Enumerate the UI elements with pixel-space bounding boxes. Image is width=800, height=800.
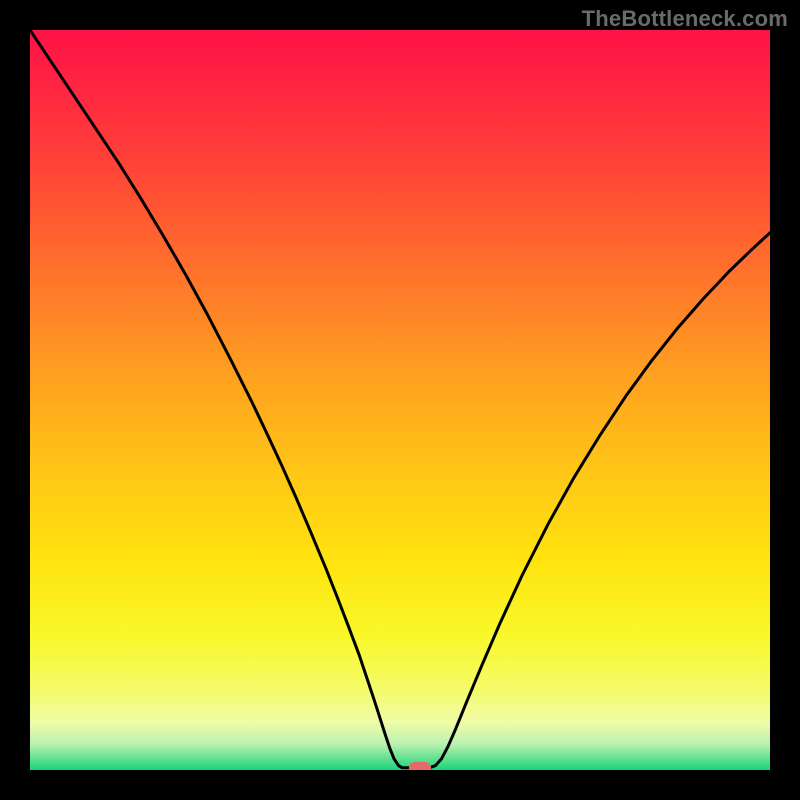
chart-background [30,30,770,770]
chart-frame: TheBottleneck.com [0,0,800,800]
bottleneck-chart [30,30,770,770]
optimum-marker [409,762,431,770]
watermark-text: TheBottleneck.com [582,6,788,32]
